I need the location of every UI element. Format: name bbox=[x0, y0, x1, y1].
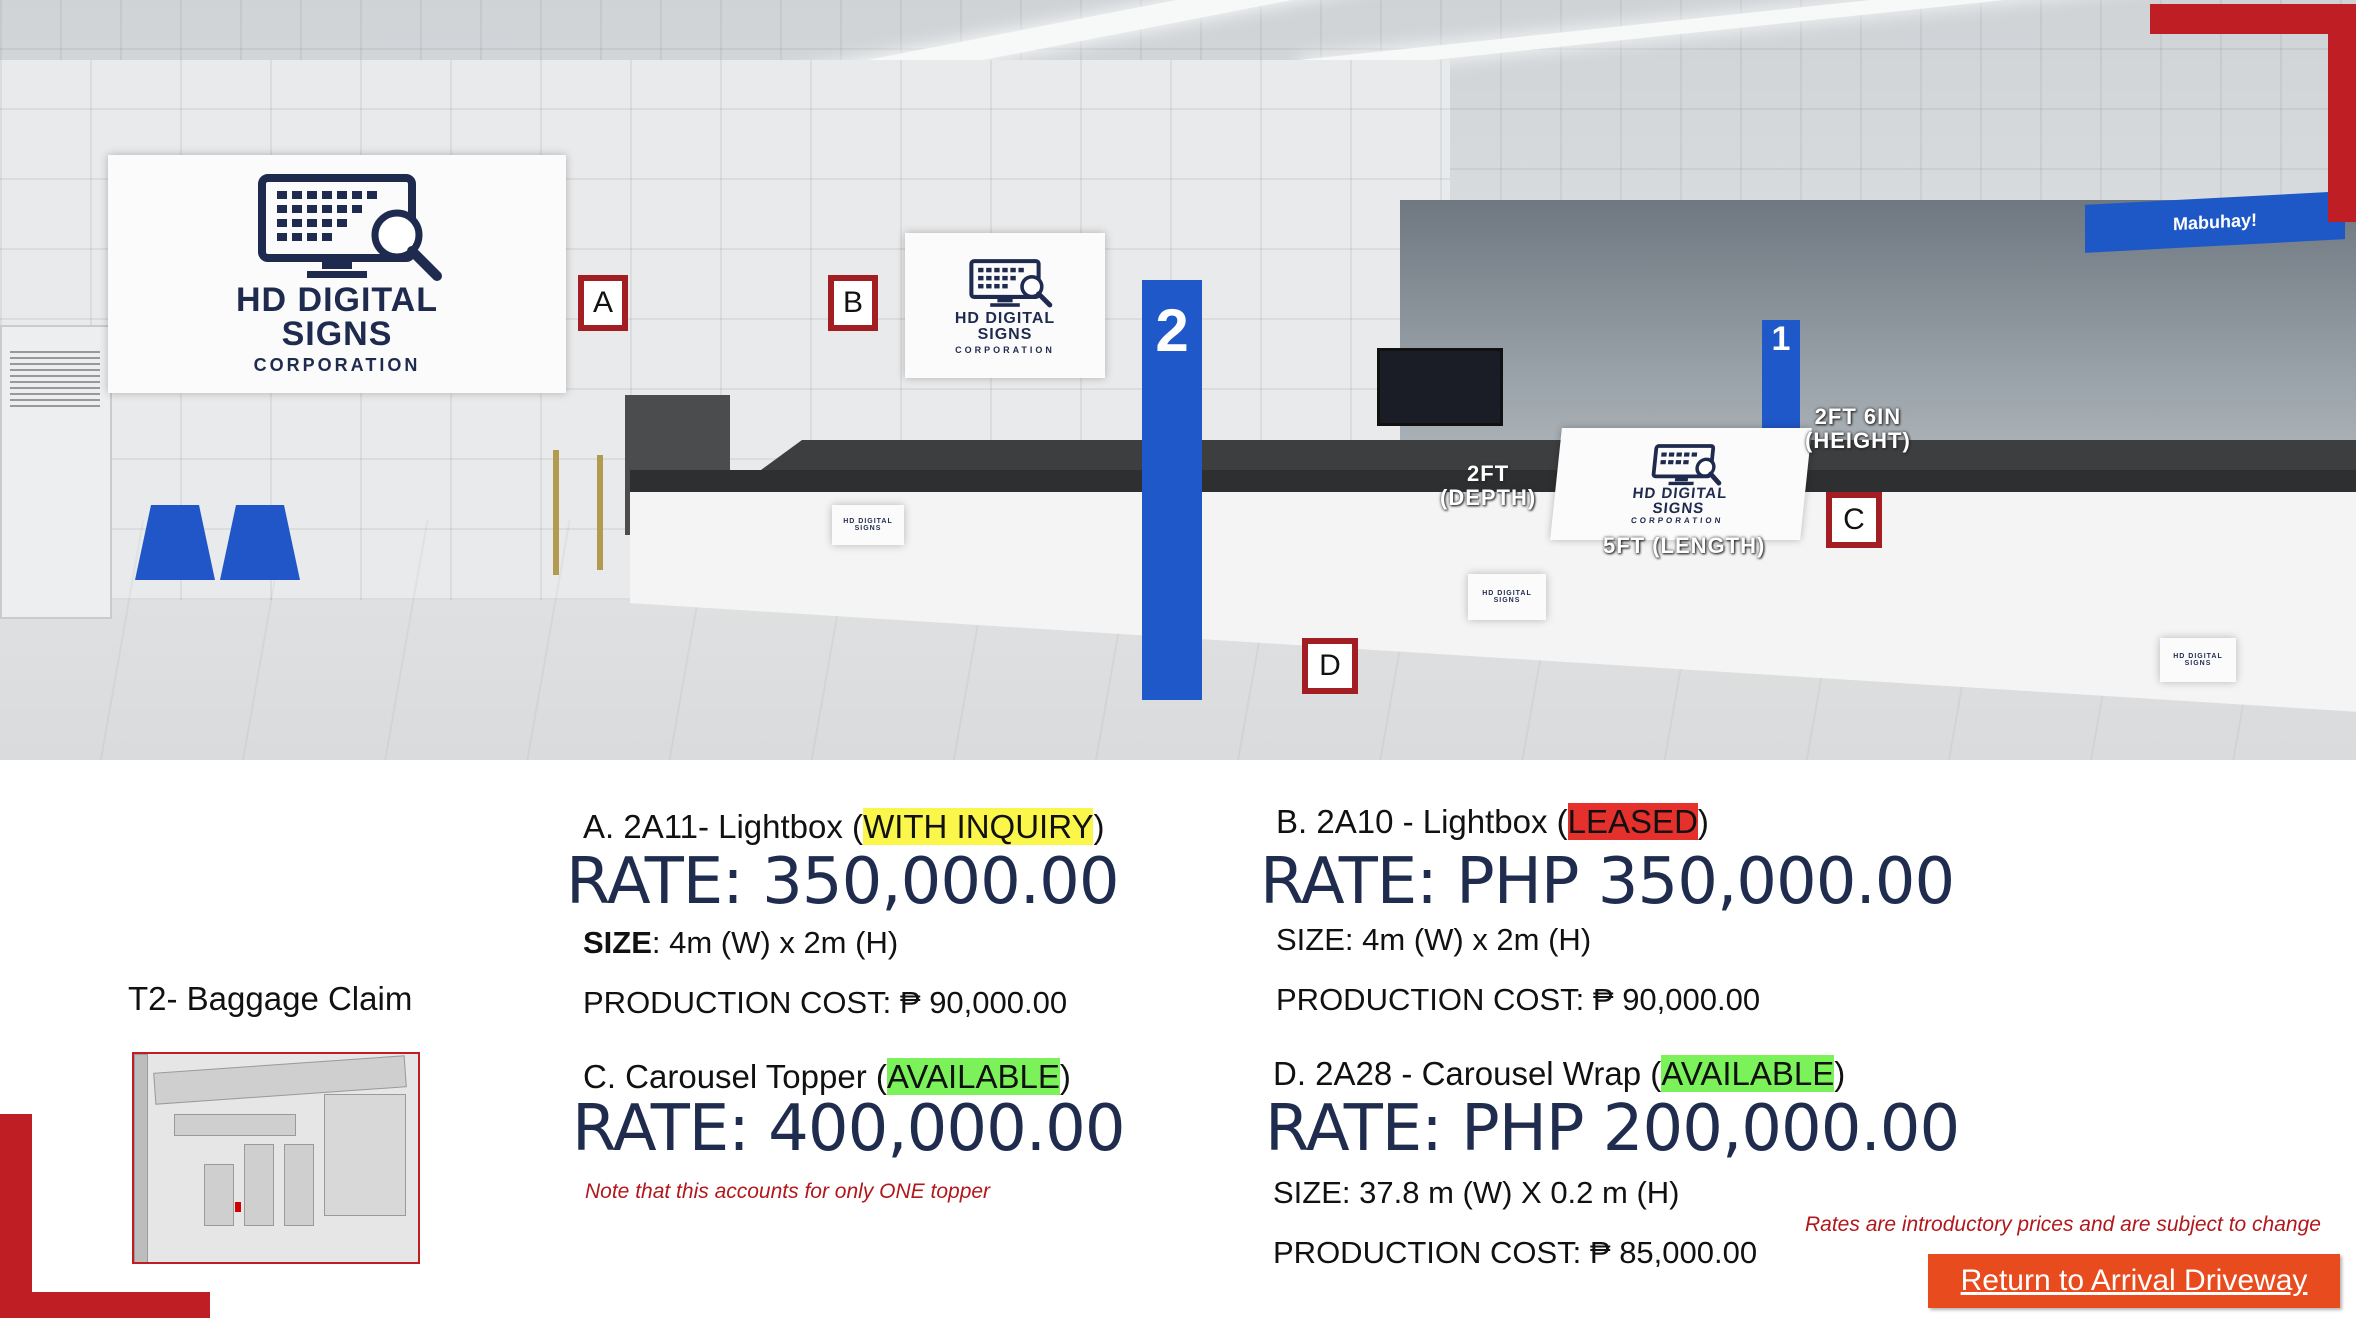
item-b-production-cost: PRODUCTION COST: ₱ 90,000.00 bbox=[1276, 982, 1761, 1017]
location-marker bbox=[235, 1202, 241, 1212]
status-badge: LEASED bbox=[1567, 803, 1698, 840]
item-a-production-cost: PRODUCTION COST: ₱ 90,000.00 bbox=[583, 985, 1068, 1020]
carousel-wrap-logo: HD DIGITAL SIGNS bbox=[1468, 574, 1546, 620]
item-b-heading: B. 2A10 - Lightbox (LEASED) bbox=[1276, 803, 1709, 840]
marker-b: B bbox=[828, 275, 878, 331]
accent-bar-bottom bbox=[0, 1292, 210, 1318]
marker-a: A bbox=[578, 275, 628, 331]
item-d-production-cost: PRODUCTION COST: ₱ 85,000.00 bbox=[1273, 1235, 1758, 1270]
logo-text: HD DIGITAL bbox=[954, 310, 1056, 327]
stanchion bbox=[597, 455, 603, 570]
item-a-heading: A. 2A11- Lightbox (WITH INQUIRY) bbox=[583, 808, 1105, 845]
return-to-arrival-driveway-button[interactable]: Return to Arrival Driveway bbox=[1928, 1254, 2340, 1308]
lightbox-a: HD DIGITAL SIGNS CORPORATION bbox=[108, 155, 566, 393]
carousel-number-sign: 2 bbox=[1142, 280, 1202, 700]
item-c-heading: C. Carousel Topper (AVAILABLE) bbox=[583, 1058, 1071, 1095]
item-d-heading: D. 2A28 - Carousel Wrap (AVAILABLE) bbox=[1273, 1055, 1846, 1092]
logo-text: CORPORATION bbox=[955, 345, 1055, 355]
terminal-minimap bbox=[132, 1052, 420, 1264]
accent-bar-top bbox=[2150, 4, 2356, 34]
monitor-magnifier-icon bbox=[969, 259, 1053, 308]
item-d-size: SIZE: 37.8 m (W) X 0.2 m (H) bbox=[1273, 1175, 1680, 1210]
rates-disclaimer: Rates are introductory prices and are su… bbox=[1805, 1213, 2321, 1236]
air-conditioner bbox=[0, 325, 112, 619]
status-badge: AVAILABLE bbox=[1661, 1055, 1835, 1092]
accent-bar-right bbox=[2328, 4, 2356, 222]
lightbox-b: HD DIGITAL SIGNS CORPORATION bbox=[905, 233, 1105, 378]
item-d-rate: RATE: PHP 200,000.00 bbox=[1265, 1092, 1960, 1166]
item-c-rate: RATE: 400,000.00 bbox=[572, 1092, 1126, 1166]
carousel-wrap-logo: HD DIGITAL SIGNS bbox=[832, 505, 904, 545]
marker-c: C bbox=[1826, 492, 1882, 548]
logo-text: CORPORATION bbox=[1630, 515, 1724, 525]
monitor-magnifier-icon bbox=[258, 173, 442, 281]
baggage-claim-photo: 2 1 Mabuhay! HD DIGITAL SIGNS CORPORATIO… bbox=[0, 0, 2356, 760]
status-badge: AVAILABLE bbox=[886, 1058, 1060, 1095]
length-dimension-label: 5FT (LENGTH) bbox=[1603, 533, 1766, 558]
marker-d: D bbox=[1302, 638, 1358, 694]
video-wall bbox=[1377, 348, 1503, 426]
location-title: T2- Baggage Claim bbox=[128, 980, 413, 1017]
logo-text: HD DIGITAL bbox=[235, 280, 438, 319]
carousel-topper-c: HD DIGITAL SIGNS CORPORATION bbox=[1550, 428, 1812, 540]
item-b-size: SIZE: 4m (W) x 2m (H) bbox=[1276, 922, 1592, 957]
item-a-size: SIZE: 4m (W) x 2m (H) bbox=[583, 925, 899, 960]
logo-text: SIGNS bbox=[977, 326, 1033, 343]
item-c-note: Note that this accounts for only ONE top… bbox=[585, 1180, 991, 1203]
logo-text: SIGNS bbox=[1651, 499, 1706, 517]
logo-text: SIGNS bbox=[281, 314, 393, 353]
item-a-rate: RATE: 350,000.00 bbox=[566, 845, 1120, 919]
item-b-rate: RATE: PHP 350,000.00 bbox=[1260, 845, 1955, 919]
stanchion bbox=[553, 450, 559, 575]
logo-text: CORPORATION bbox=[253, 354, 421, 375]
depth-dimension-label: 2FT (DEPTH) bbox=[1440, 461, 1537, 511]
monitor-magnifier-icon bbox=[1651, 443, 1722, 485]
carousel-wrap-logo: HD DIGITAL SIGNS bbox=[2160, 638, 2236, 682]
status-badge: WITH INQUIRY bbox=[863, 808, 1094, 845]
accent-bar-left bbox=[0, 1114, 32, 1318]
height-dimension-label: 2FT 6IN (HEIGHT) bbox=[1805, 404, 1911, 454]
logo-text: HD DIGITAL bbox=[1631, 484, 1729, 502]
